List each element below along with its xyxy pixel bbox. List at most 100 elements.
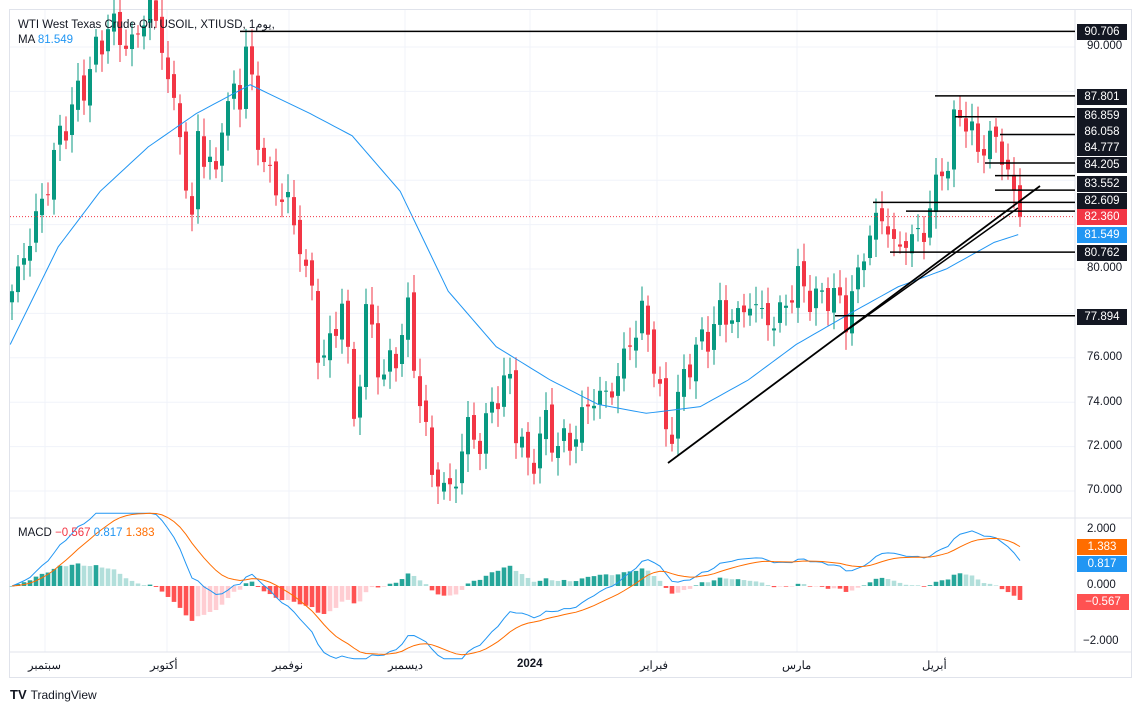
candle-body [166, 57, 170, 80]
signal-line [11, 512, 1021, 656]
macd-histogram-bar [543, 578, 549, 586]
candle-body [856, 267, 860, 290]
candle-body [892, 229, 896, 239]
ma-legend[interactable]: MA 81.549 [18, 34, 73, 46]
candle-body [802, 261, 806, 287]
macd-histogram-bar [813, 586, 819, 587]
candle-body [286, 192, 290, 198]
candle-body [790, 300, 794, 303]
macd-histogram-bar [537, 580, 543, 586]
candle-body [568, 432, 572, 451]
macd-histogram-bar [561, 579, 567, 586]
macd-histogram-bar [477, 579, 483, 586]
brand-name: TradingView [30, 687, 97, 702]
macd-histogram-bar [411, 575, 417, 586]
candle-body [916, 228, 920, 230]
macd-histogram-bar [471, 580, 477, 586]
macd-histogram-bar [405, 573, 411, 586]
macd-histogram-bar [765, 585, 771, 586]
symbol-legend[interactable]: WTI West Texas Crude Oil, USOIL, XTIUSD,… [18, 17, 275, 31]
candle-body [346, 300, 350, 347]
macd-histogram-bar [531, 581, 537, 586]
time-label: مارس [782, 660, 812, 672]
macd-histogram-bar [525, 577, 531, 586]
candle-body [76, 80, 80, 110]
candle-body [940, 171, 944, 177]
candle-body [712, 324, 716, 350]
candle-body [592, 405, 596, 409]
macd-histogram-bar [423, 584, 429, 586]
candle-body [406, 297, 410, 340]
macd-histogram-bar [687, 586, 693, 589]
macd-histogram-bar [729, 579, 735, 586]
macd-histogram-bar [1011, 586, 1017, 596]
candle-body [844, 295, 848, 333]
macd-histogram-bar [579, 578, 585, 586]
candle-body [670, 434, 674, 444]
candle-body [142, 25, 146, 37]
macd-histogram-bar [201, 586, 207, 615]
candle-body [28, 245, 32, 261]
macd-histogram-bar [921, 586, 927, 587]
macd-histogram-bar [837, 586, 843, 589]
candle-body [994, 126, 998, 137]
candle-body [754, 304, 758, 306]
macd-histogram-bar [933, 581, 939, 586]
candle-body [1000, 141, 1004, 165]
macd-histogram-bar [723, 578, 729, 586]
candle-body [304, 259, 308, 266]
macd-histogram-bar [207, 586, 213, 612]
tradingview-logo[interactable]: TV TradingView [10, 687, 97, 702]
macd-histogram-bar [147, 584, 153, 586]
candle-body [808, 290, 812, 312]
candle-body [232, 83, 236, 99]
candle-body [538, 433, 542, 469]
candle-body [964, 118, 968, 132]
level-label: 83.552 [1077, 176, 1127, 192]
candle-body [532, 462, 536, 474]
macd-histogram-bar [297, 586, 303, 605]
candle-body [730, 320, 734, 324]
level-label: 82.609 [1077, 193, 1127, 209]
candle-body [226, 101, 230, 136]
macd-histogram-bar [219, 586, 225, 605]
macd-histogram-bar [459, 586, 465, 590]
time-label: أكتوبر [150, 660, 178, 672]
candle-body [742, 305, 746, 313]
candle-body [970, 121, 974, 131]
price-tick: 76.000 [1087, 351, 1123, 363]
candle-body [952, 109, 956, 170]
candle-body [910, 234, 914, 254]
macd-histogram-bar [303, 586, 309, 606]
macd-histogram-bar [87, 566, 93, 586]
chart-frame [9, 9, 1132, 678]
macd-histogram-bar [903, 584, 909, 586]
macd-histogram-bar [807, 586, 813, 587]
time-label: فبراير [640, 660, 669, 672]
macd-histogram-bar [75, 563, 81, 586]
candle-body [460, 451, 464, 484]
macd-histogram-bar [387, 583, 393, 586]
macd-histogram-bar [375, 586, 381, 588]
macd-histogram-bar [897, 582, 903, 586]
candle-body [664, 378, 668, 430]
macd-histogram-bar [369, 586, 375, 588]
candle-body [190, 196, 194, 215]
macd-histogram-bar [741, 580, 747, 586]
candle-body [178, 103, 182, 138]
macd-histogram-bar [129, 580, 135, 586]
candle-body [238, 85, 242, 110]
candle-body [484, 413, 488, 454]
macd-histogram-bar [57, 565, 63, 586]
macd-histogram-bar [483, 575, 489, 586]
candle-body [112, 13, 116, 32]
macd-histogram-bar [51, 568, 57, 586]
macd-histogram-bar [843, 586, 849, 592]
macd-legend[interactable]: MACD −0.567 0.817 1.383 [18, 527, 155, 539]
candle-body [718, 300, 722, 325]
candle-body [880, 208, 884, 222]
candle-body [628, 345, 632, 347]
candle-body [814, 288, 818, 309]
macd-histogram-bar [981, 583, 987, 586]
